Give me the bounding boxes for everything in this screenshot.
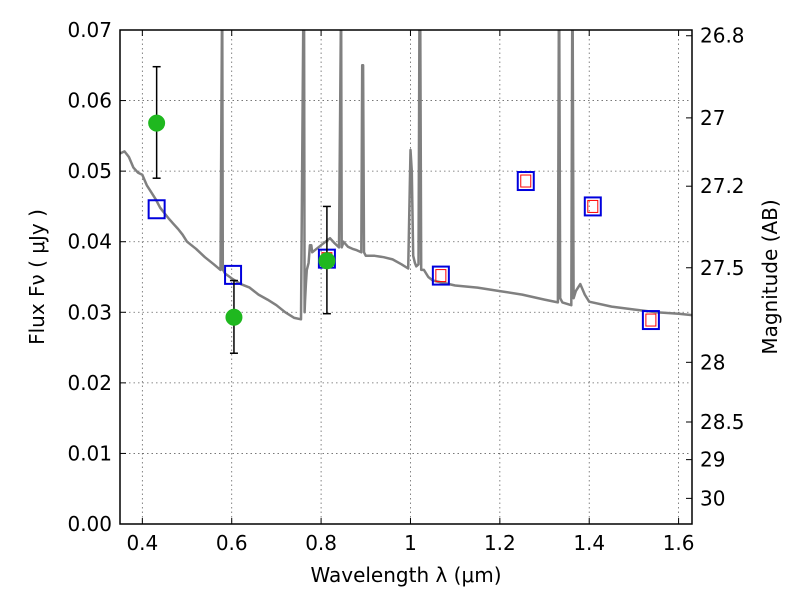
y-tick-label: 0.01	[67, 441, 112, 465]
model-photometry-square	[431, 265, 450, 286]
model-photometry-square	[224, 264, 243, 285]
model-photometry-square	[147, 199, 166, 220]
plot-frame	[119, 29, 693, 525]
model-photometry-inner-square	[645, 313, 657, 327]
x-axis-title: Wavelength λ (μm)	[310, 563, 501, 587]
x-tick-label: 0.6	[216, 531, 248, 555]
y-tick-label: 0.02	[67, 371, 112, 395]
y2-tick-label: 30	[700, 486, 725, 510]
y-tick-label: 0.04	[67, 230, 112, 254]
model-photometry-inner-square	[587, 199, 599, 213]
x-tick-label: 0.4	[126, 531, 158, 555]
y-axis-title: Flux Fν ( μJy )	[25, 209, 49, 345]
model-photometry-inner-square	[520, 174, 532, 188]
right-axis-title: Magnitude (AB)	[758, 199, 782, 354]
model-photometry-square	[516, 171, 535, 192]
x-tick-label: 1.2	[484, 531, 516, 555]
y2-tick-label: 27.2	[700, 174, 745, 198]
observed-point	[148, 114, 166, 132]
y2-tick-label: 28	[700, 350, 725, 374]
y2-tick-label: 29	[700, 448, 725, 472]
y2-tick-label: 27	[700, 106, 725, 130]
x-tick-label: 1.4	[573, 531, 605, 555]
model-spectrum-line	[120, 30, 692, 321]
tick-layer: 0.4 0.6 0.8 1 1.2 1.4 1.6 0.00 0.01 0.02 0.03 0.04 0…	[67, 18, 744, 555]
observed-point	[225, 308, 243, 326]
y-tick-label: 0.06	[67, 89, 112, 113]
x-tick-label: 1	[404, 531, 417, 555]
x-tick-label: 0.8	[305, 531, 337, 555]
observed-point	[318, 252, 336, 270]
model-spectrum-layer	[120, 30, 692, 321]
y-tick-label: 0.07	[67, 18, 112, 42]
marker-layer	[147, 65, 660, 354]
y-tick-label: 0.05	[67, 159, 112, 183]
y-tick-label: 0.00	[67, 512, 112, 536]
y-tick-label: 0.03	[67, 300, 112, 324]
y2-tick-label: 26.8	[700, 24, 745, 48]
grid-layer	[120, 29, 692, 525]
model-photometry-inner-square	[435, 269, 447, 283]
y2-tick-label: 27.5	[700, 256, 745, 280]
model-photometry-square	[641, 310, 660, 331]
x-tick-label: 1.6	[663, 531, 695, 555]
model-photometry-square	[583, 196, 602, 217]
y2-tick-label: 28.5	[700, 410, 745, 434]
